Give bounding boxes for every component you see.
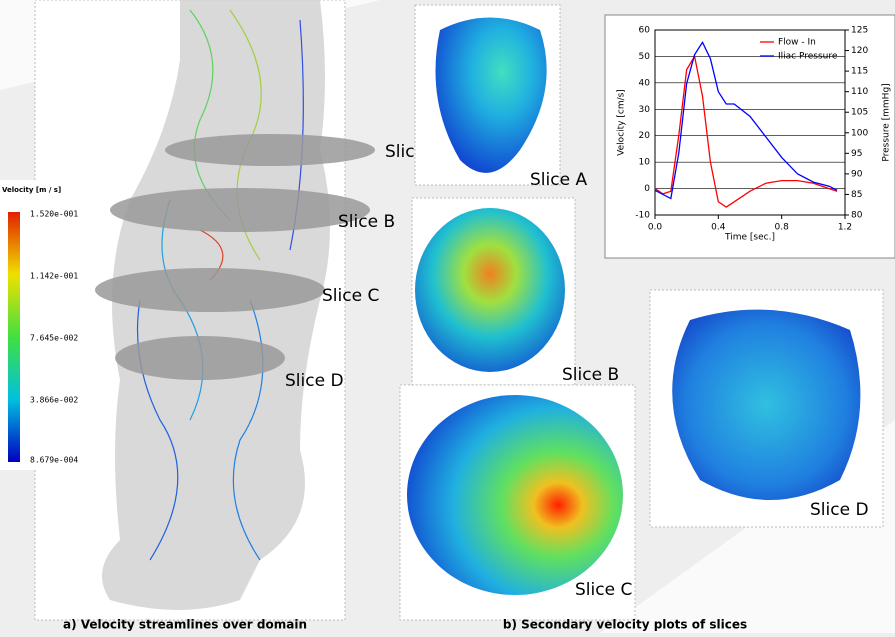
y2-tick-label: 80: [851, 211, 863, 221]
colorbar: [8, 212, 20, 462]
y2-tick-label: 110: [851, 87, 868, 97]
y-tick-label: -10: [635, 211, 650, 221]
slice-label: Slice D: [810, 500, 869, 520]
x-tick-label: 0.0: [648, 223, 663, 233]
x-tick-label: 0.4: [711, 223, 726, 233]
page: {"panel_a": { "colorbar": {"title": "Vel…: [0, 0, 895, 633]
y-tick-label: 0: [644, 184, 650, 194]
slice-plot: [407, 395, 623, 595]
y2-tick-label: 95: [851, 149, 862, 159]
y-tick-label: 40: [639, 78, 651, 88]
legend-label: Flow - In: [778, 38, 816, 48]
y-tick-label: 20: [639, 131, 651, 141]
slice-plot: [672, 310, 860, 500]
slice-plane: [95, 268, 325, 312]
y2-tick-label: 90: [851, 169, 863, 179]
slice-plane: [165, 134, 375, 166]
slice-plot: [415, 208, 565, 372]
x-tick-label: 1.2: [838, 223, 852, 233]
y2-tick-label: 85: [851, 190, 862, 200]
y2-tick-label: 100: [851, 128, 868, 138]
colorbar-label: 3.866e-002: [30, 396, 78, 405]
colorbar-label: 1.520e-001: [30, 210, 78, 219]
slice-label: Slice D: [285, 371, 344, 391]
figure: Slice A Slice B Slice C Slice D Velocity…: [0, 0, 895, 633]
slice-label: Slice A: [530, 170, 587, 190]
colorbar-label: 8.679e-004: [30, 456, 78, 465]
x-tick-label: 0.8: [775, 223, 790, 233]
colorbar-label: 1.142e-001: [30, 272, 78, 281]
slice-label: Slice C: [322, 286, 379, 306]
y-tick-label: 10: [639, 158, 651, 168]
x-axis-label: Time [sec.]: [724, 233, 775, 243]
y-axis-label: Velocity [cm/s]: [617, 89, 627, 156]
y2-tick-label: 120: [851, 46, 868, 56]
y2-axis-label: Pressure [mmHg]: [882, 83, 892, 161]
y-tick-label: 50: [639, 52, 651, 62]
colorbar-title: Velocity [m / s]: [2, 186, 61, 194]
slice-label: Slice B: [562, 365, 619, 385]
slice-plane: [115, 336, 285, 380]
slice-label: Slice B: [338, 212, 395, 232]
y2-tick-label: 105: [851, 108, 868, 118]
y-tick-label: 60: [639, 26, 651, 36]
slice-label: Slice C: [575, 580, 632, 600]
colorbar-label: 7.645e-002: [30, 334, 78, 343]
y-tick-label: 30: [639, 105, 651, 115]
y2-tick-label: 125: [851, 26, 868, 36]
legend-label: Iliac Pressure: [778, 52, 838, 62]
y2-tick-label: 115: [851, 67, 868, 77]
slice-plane: [110, 188, 370, 232]
caption: b) Secondary velocity plots of slices: [503, 618, 747, 632]
caption: a) Velocity streamlines over domain: [63, 618, 307, 632]
